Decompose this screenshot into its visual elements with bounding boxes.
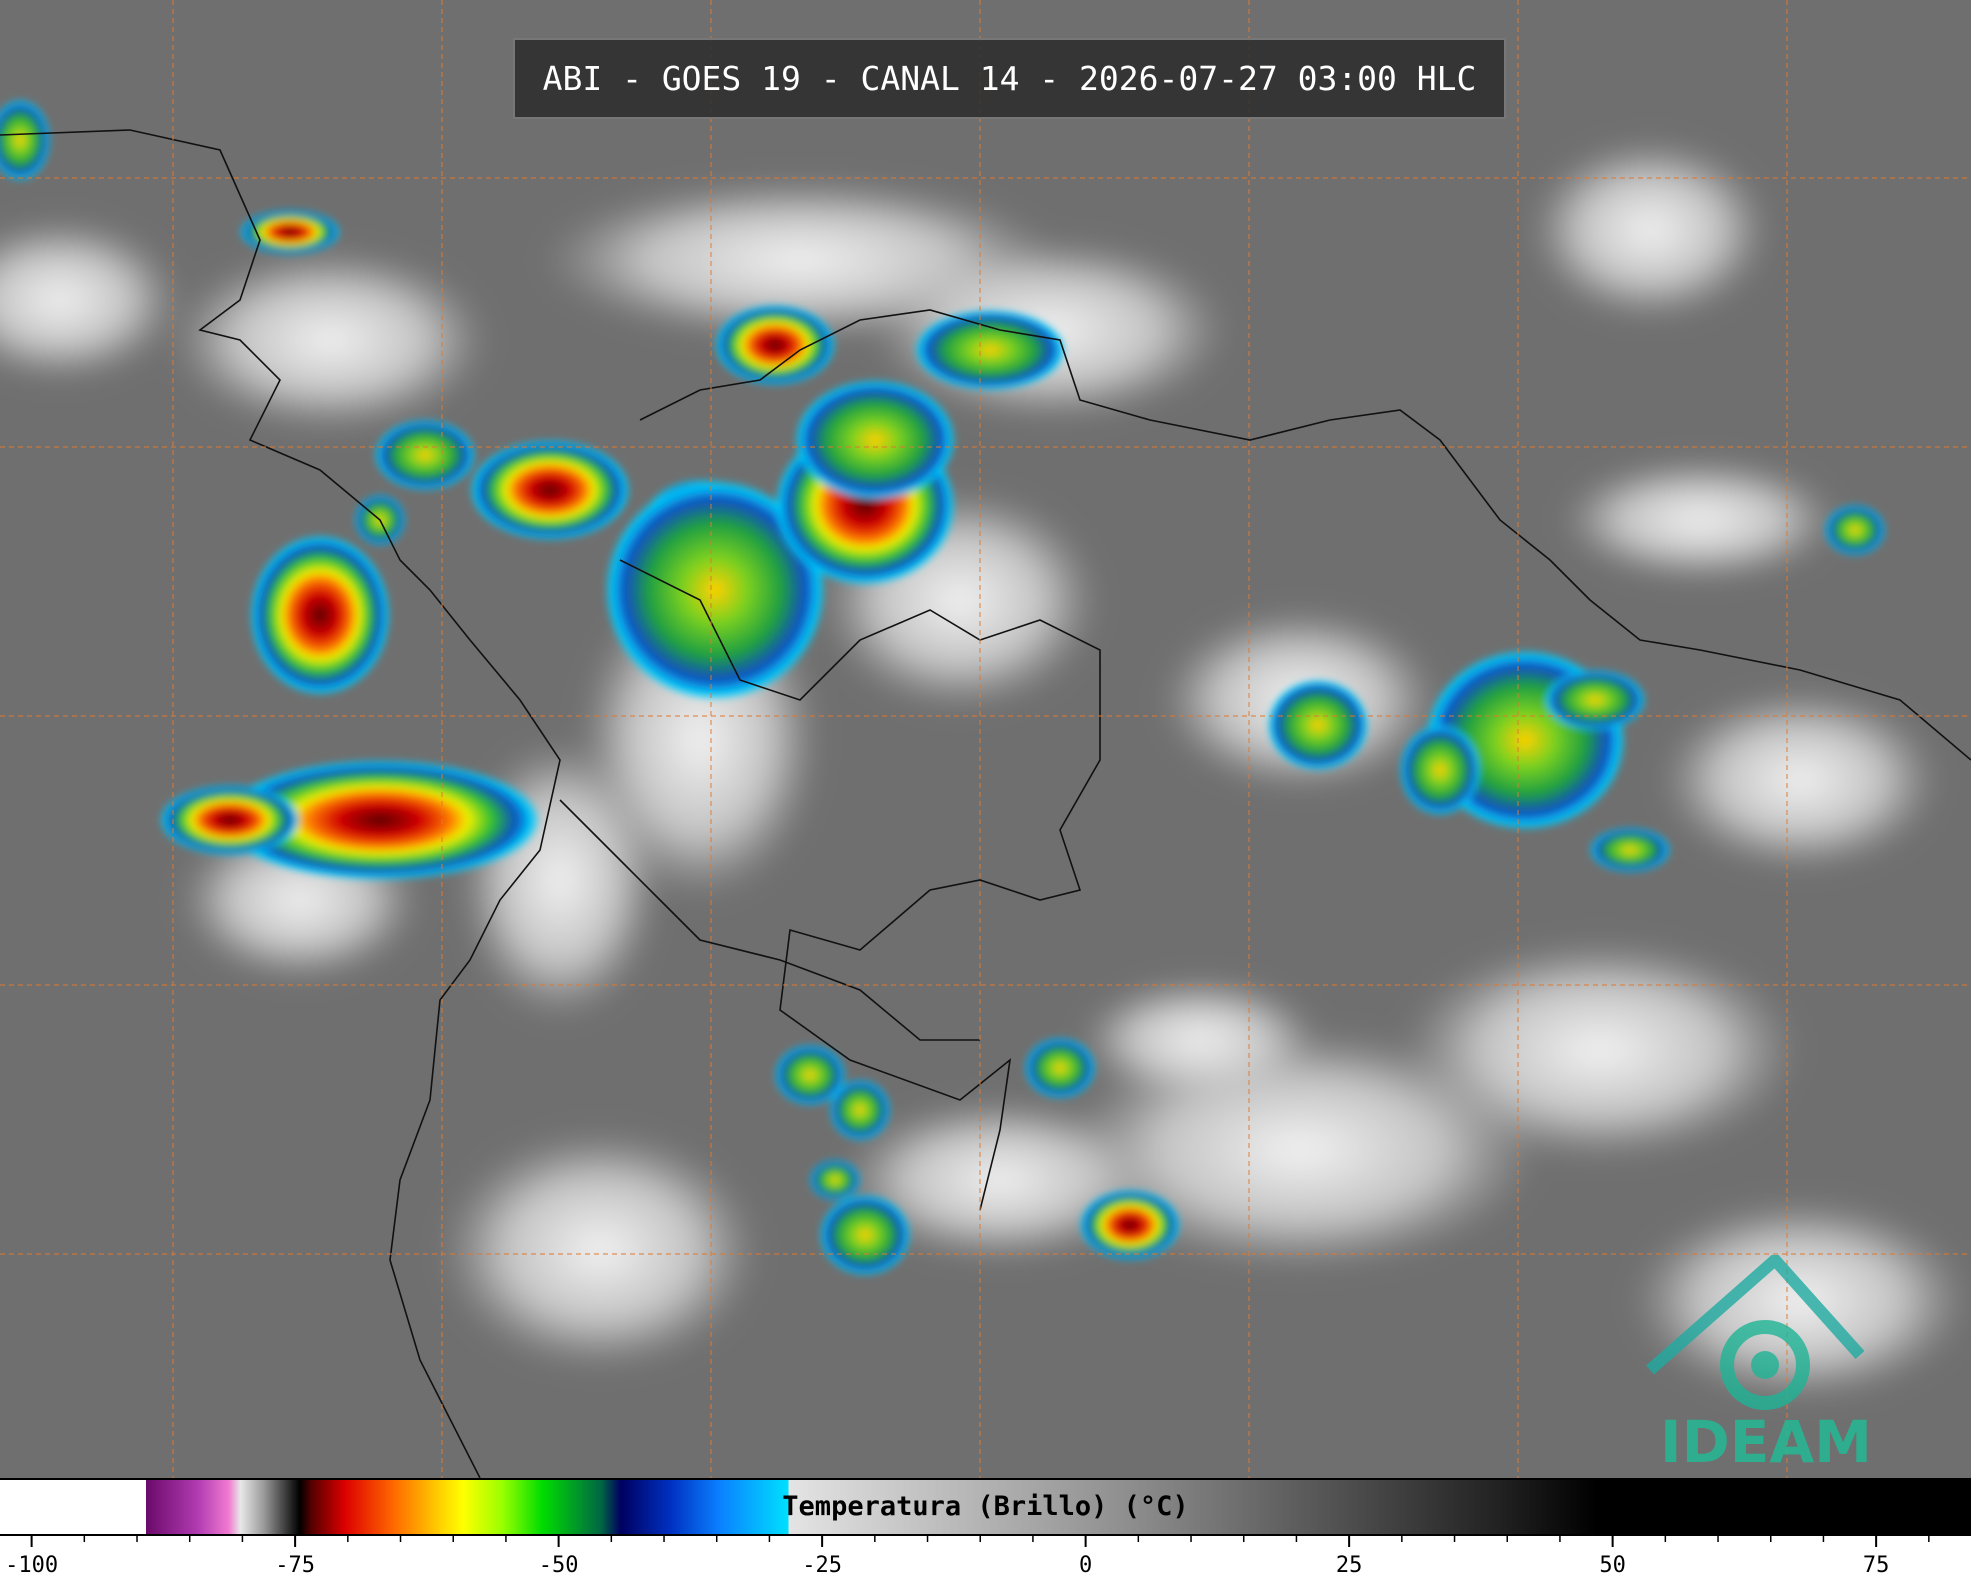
storm-cell [1025,1038,1095,1098]
storm-cell [820,1195,910,1275]
coastline [639,309,1971,761]
cloud [170,250,490,430]
tick-label: -50 [539,1553,579,1577]
storm-cell [1590,828,1670,872]
storm-cell [775,1045,845,1105]
tick-label: -100 [5,1553,58,1577]
cloud [1080,980,1320,1100]
colorbar-axis: -100 -75 -50 -25 0 25 50 75 [5,1536,1930,1577]
storm-cell [795,380,955,500]
storm-cell [605,480,825,700]
storm-cell [0,100,50,180]
storm-cell [1080,1190,1180,1260]
storm-cell [1825,505,1885,555]
cloud [1630,1200,1970,1400]
title: ABI - GOES 19 - CANAL 14 - 2026-07-27 03… [542,59,1477,98]
logo-text: IDEAM [1660,1408,1872,1476]
storm-cell [375,420,475,490]
tick-label: -75 [275,1553,315,1577]
graticule [0,0,1971,1478]
satellite-map [0,0,1971,1478]
tick-label: 50 [1599,1553,1626,1577]
cloud [0,220,180,380]
storm-cell [220,760,540,880]
storm-cell [470,440,630,540]
colorbar-label: Temperatura (Brillo) (°C) [782,1491,1189,1522]
cloud [840,1100,1160,1260]
storm-cell [1400,725,1480,815]
storm-cell [160,785,300,855]
cloud [1530,140,1770,320]
storm-layer [0,100,1885,1275]
tick-label: 0 [1079,1553,1092,1577]
title-box: ABI - GOES 19 - CANAL 14 - 2026-07-27 03… [513,38,1506,119]
cloud [440,1130,760,1370]
borders [0,129,1971,1478]
storm-cell [915,310,1065,390]
logo-swirl [1720,1320,1810,1410]
storm-cell [715,305,835,385]
coastline [0,129,561,1478]
cloud [1660,690,1940,870]
tick-label: -25 [802,1553,842,1577]
border [619,559,1101,1211]
storm-cell [1268,680,1368,770]
storm-cell [240,210,340,254]
tick-label: 75 [1863,1553,1890,1577]
logo-mark [1646,1255,1865,1410]
storm-cell [1545,670,1645,730]
cloud [1560,460,1840,580]
colorbar [0,1478,1971,1536]
storm-cell [830,1080,890,1140]
storm-cell [250,535,390,695]
tick-label: 25 [1336,1553,1363,1577]
logo-eye [1751,1351,1779,1379]
storm-cell [810,1160,860,1200]
border [559,799,980,1041]
logo-roof [1646,1255,1865,1375]
